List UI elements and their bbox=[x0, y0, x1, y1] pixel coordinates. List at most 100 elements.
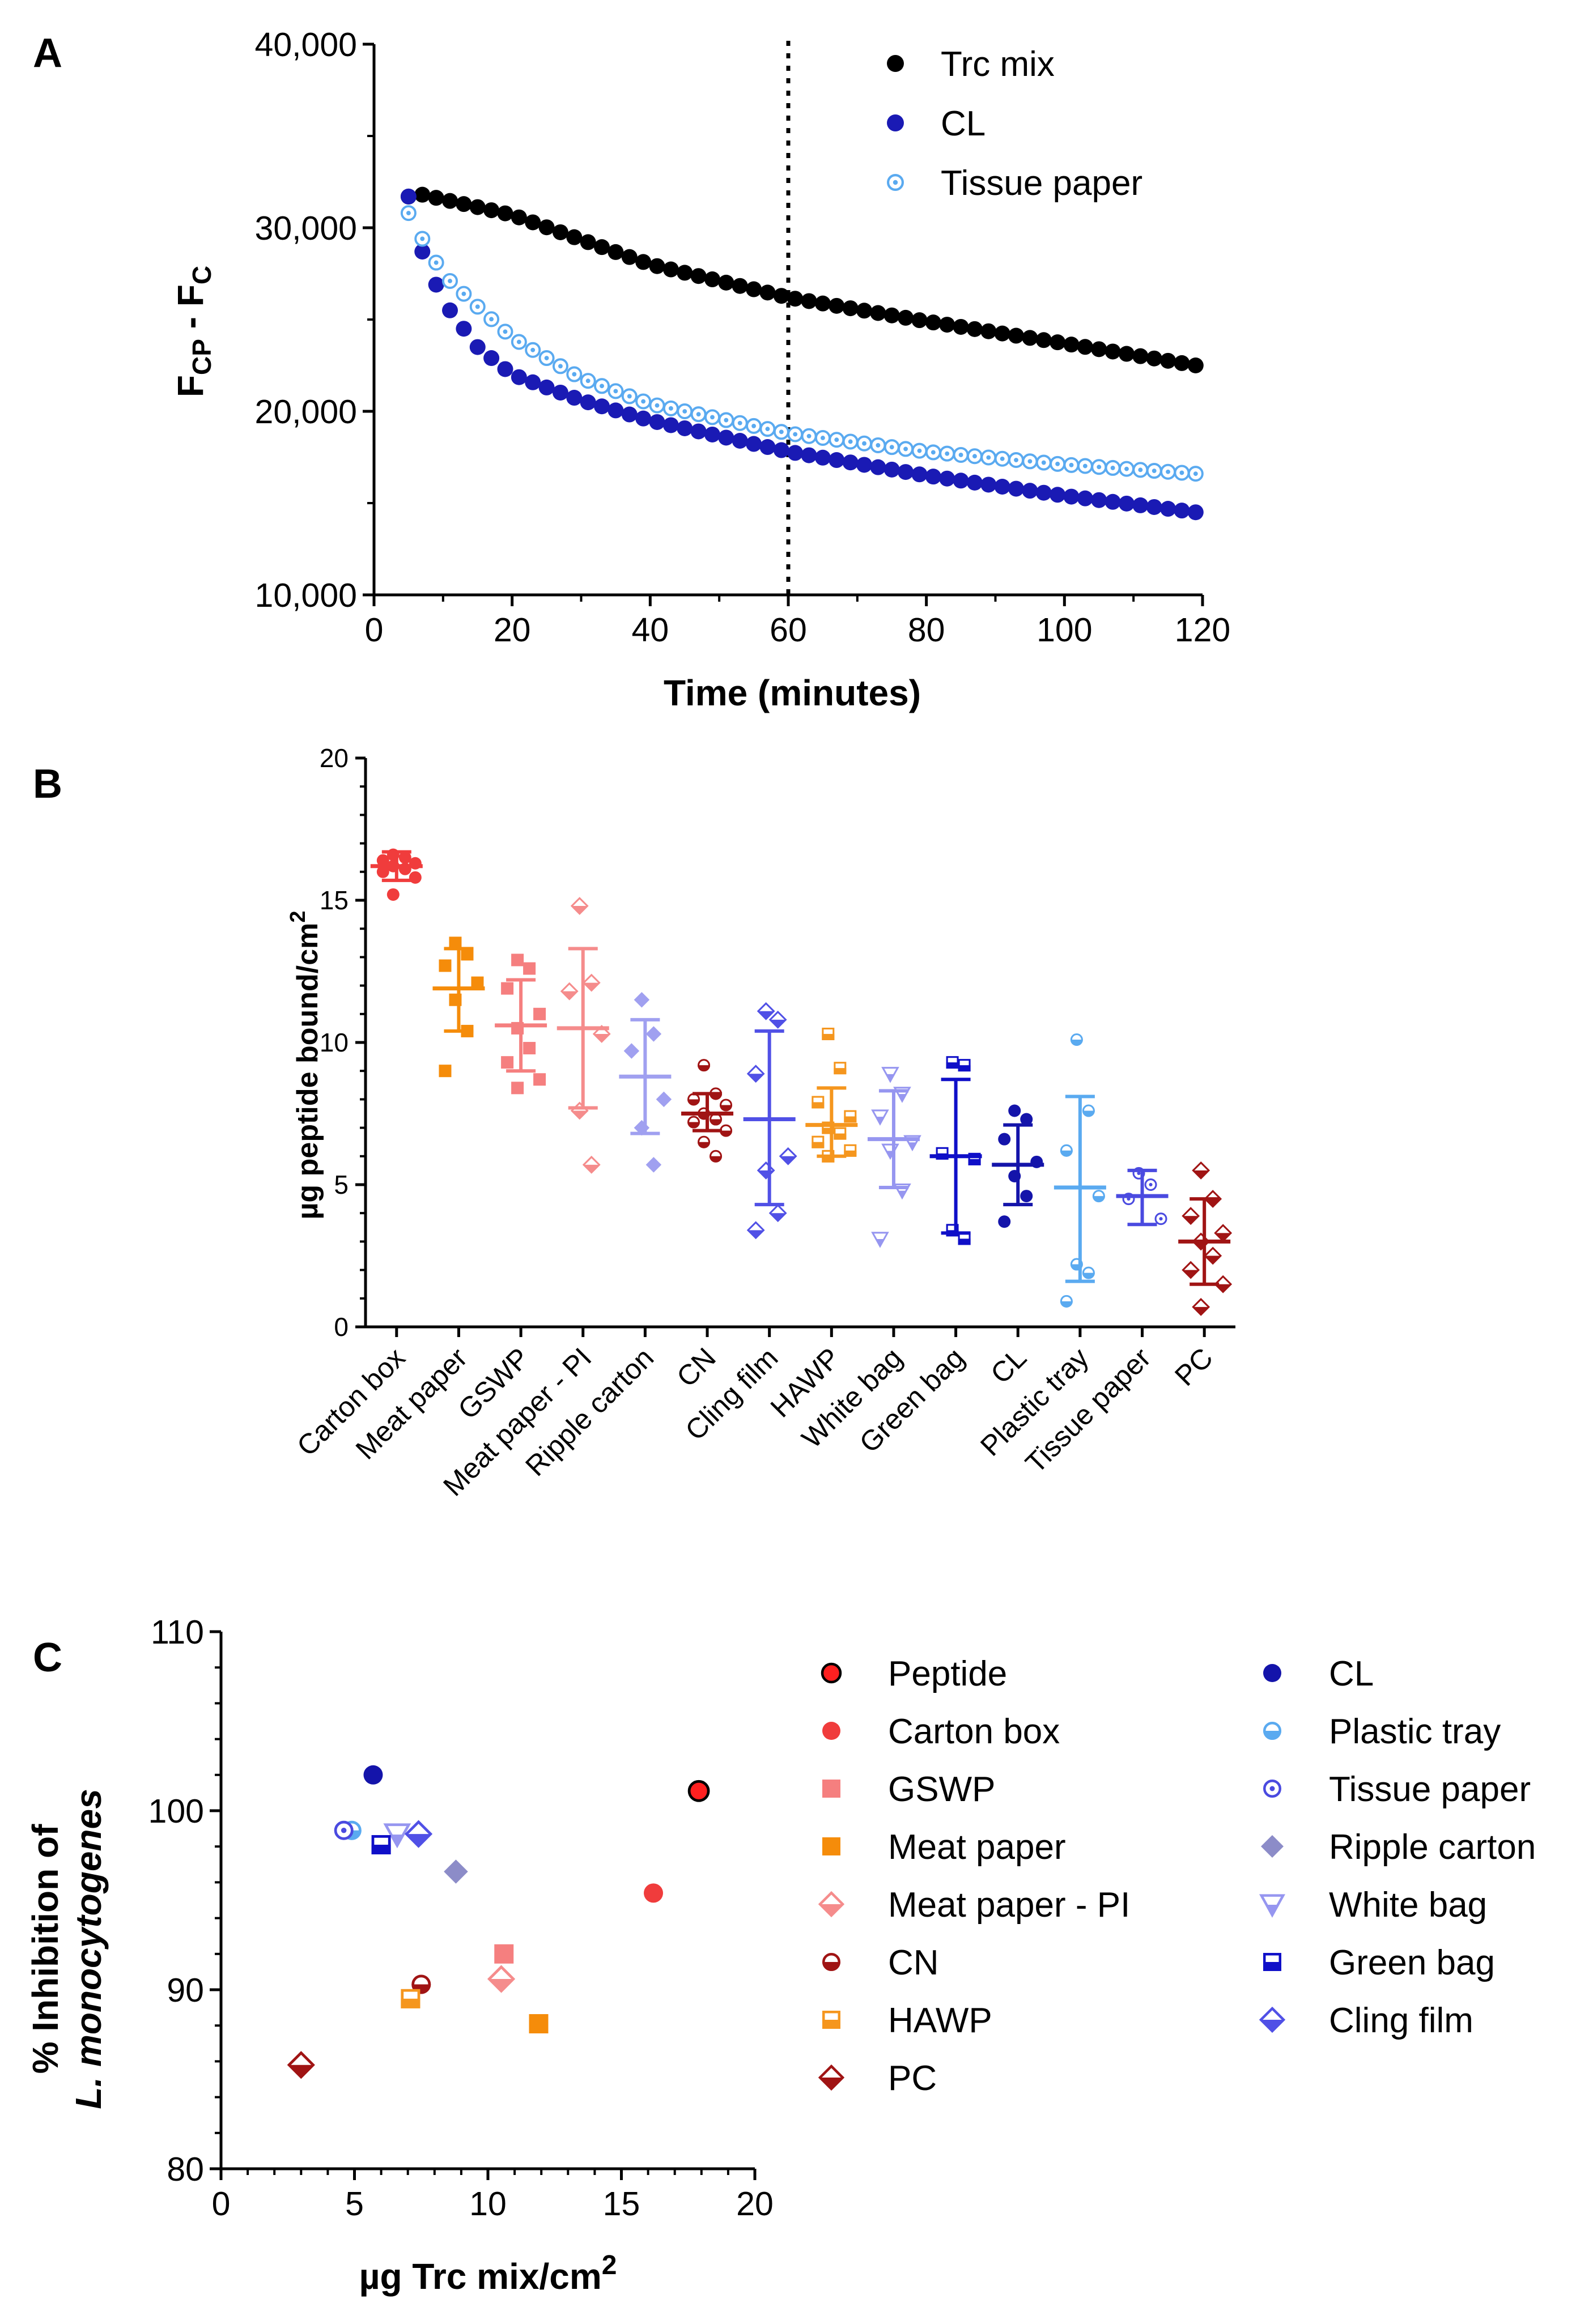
panel-a-x-axis-label: Time (minutes) bbox=[664, 672, 921, 713]
panel-a-point bbox=[1105, 493, 1121, 510]
panel-b-point bbox=[623, 1043, 640, 1059]
panel-a-point bbox=[980, 449, 997, 466]
panel-a-point bbox=[1160, 501, 1176, 517]
panel-b-point bbox=[645, 1157, 662, 1173]
panel-a-x-tick-label: 80 bbox=[908, 611, 945, 649]
panel-c-point-meat-paper bbox=[529, 2014, 549, 2034]
panel-a-point bbox=[1091, 341, 1107, 357]
panel-b-point bbox=[582, 973, 601, 992]
panel-b-point bbox=[511, 954, 524, 967]
panel-c-legend-item-plastic-tray: Plastic tray bbox=[1263, 1712, 1501, 1751]
panel-c-point-hawp bbox=[401, 1989, 420, 2008]
panel-a-point bbox=[1146, 463, 1162, 479]
panel-a-point bbox=[1118, 461, 1135, 477]
panel-c-xlabel-sup: 2 bbox=[602, 2250, 617, 2280]
panel-a-point bbox=[621, 249, 638, 265]
panel-a-x-tick-label: 0 bbox=[365, 611, 384, 649]
panel-c-legend-label: PC bbox=[888, 2059, 937, 2098]
panel-b-point bbox=[398, 851, 411, 864]
panel-a-y-tick-label: 10,000 bbox=[255, 577, 357, 614]
panel-a-point bbox=[442, 273, 458, 289]
panel-c-legend-marker bbox=[1263, 1721, 1281, 1740]
svg-text:FCP - FC: FCP - FC bbox=[170, 266, 216, 397]
panel-b-ylabel-main: µg peptide bound/cm bbox=[291, 923, 324, 1220]
panel-b-point bbox=[1060, 1144, 1073, 1157]
panel-b-point bbox=[757, 1161, 775, 1180]
panel-b-series-tissue-paper bbox=[1116, 1167, 1169, 1227]
panel-b-y-tick-label: 20 bbox=[320, 743, 349, 773]
panel-a-point bbox=[1050, 456, 1066, 472]
panel-a-point bbox=[552, 224, 568, 240]
panel-a-point bbox=[552, 358, 568, 374]
panel-a-point bbox=[939, 317, 955, 333]
panel-a-point bbox=[497, 205, 513, 222]
panel-c-legend-item-tissue-paper: Tissue paper bbox=[1263, 1770, 1531, 1809]
panel-a-point bbox=[525, 214, 541, 231]
panel-a-point bbox=[1160, 463, 1176, 480]
panel-a-legend-item-trc-mix: Trc mix bbox=[887, 45, 1055, 84]
panel-a-point bbox=[1022, 330, 1038, 346]
panel-a-point bbox=[870, 305, 886, 321]
panel-a-ylabel-mid: - F bbox=[170, 284, 211, 339]
panel-a-point bbox=[1063, 457, 1080, 473]
panel-c-legend-marker bbox=[822, 1837, 840, 1855]
panel-b-series-carton-box bbox=[370, 848, 423, 901]
panel-a-legend-marker bbox=[887, 55, 904, 72]
panel-b-point bbox=[822, 1027, 835, 1040]
panel-a-point bbox=[1022, 483, 1038, 499]
panel-b-point bbox=[834, 1062, 847, 1075]
panel-b-point bbox=[1092, 1190, 1105, 1203]
panel-c-point-green-bag bbox=[371, 1835, 391, 1855]
panel-c-legend-label: White bag bbox=[1329, 1885, 1487, 1925]
panel-b-series-ripple-carton bbox=[619, 991, 672, 1173]
panel-b-series-cn bbox=[681, 1059, 734, 1163]
panel-a-ylabel-sub2: C bbox=[187, 266, 216, 284]
panel-c-legend-marker bbox=[818, 1891, 845, 1918]
panel-b-point bbox=[958, 1059, 971, 1072]
panel-a-ylabel-sub1: CP bbox=[187, 339, 216, 375]
panel-a-point bbox=[400, 205, 417, 222]
panel-a-point bbox=[1160, 352, 1176, 369]
panel-c-legend-label: Ripple carton bbox=[1329, 1828, 1536, 1867]
panel-a-point bbox=[469, 299, 486, 315]
panel-b-point bbox=[1192, 1297, 1210, 1316]
panel-c-legend-item-white-bag: White bag bbox=[1259, 1885, 1487, 1925]
panel-a-point bbox=[787, 291, 804, 307]
panel-b-point bbox=[461, 948, 474, 961]
panel-a-point bbox=[677, 265, 693, 281]
panel-b-point bbox=[386, 888, 400, 901]
panel-c-x-tick-label: 15 bbox=[603, 2185, 640, 2223]
panel-b-y-tick-label: 15 bbox=[320, 886, 349, 915]
panel-a-point bbox=[442, 302, 458, 318]
panel-b-point bbox=[768, 1010, 787, 1029]
panel-a-point bbox=[594, 378, 610, 394]
panel-c-legend-item-carton-box: Carton box bbox=[822, 1712, 1060, 1751]
panel-a-point bbox=[1091, 492, 1107, 508]
panel-c-legend-label: Carton box bbox=[888, 1712, 1060, 1751]
panel-a-point bbox=[1132, 348, 1149, 364]
panel-b-point bbox=[501, 982, 514, 995]
panel-a-legend-label: Trc mix bbox=[941, 45, 1055, 84]
panel-c-legend-marker bbox=[822, 1952, 840, 1971]
panel-a-point bbox=[1008, 327, 1025, 344]
panel-a-point bbox=[497, 361, 513, 377]
panel-a-point bbox=[511, 209, 527, 225]
panel-a-point bbox=[1008, 452, 1025, 469]
panel-c-x-tick-label: 10 bbox=[469, 2185, 507, 2223]
panel-a-point bbox=[994, 479, 1010, 495]
panel-c-axes: 0 5 10 15 20 80 90 100 110 bbox=[148, 1614, 774, 2223]
panel-b-point bbox=[958, 1232, 971, 1245]
panel-a-point bbox=[580, 394, 596, 411]
panel-b-point bbox=[511, 1082, 524, 1095]
panel-c-legend-marker bbox=[822, 1780, 840, 1798]
panel-b-point bbox=[645, 1026, 662, 1042]
panel-a-point bbox=[883, 461, 900, 478]
panel-a-point bbox=[980, 323, 997, 339]
panel-b-point bbox=[710, 1150, 723, 1163]
panel-b-point bbox=[409, 871, 422, 884]
svg-text:µg peptide bound/cm2: µg peptide bound/cm2 bbox=[286, 910, 324, 1219]
panel-a-point bbox=[898, 441, 914, 457]
